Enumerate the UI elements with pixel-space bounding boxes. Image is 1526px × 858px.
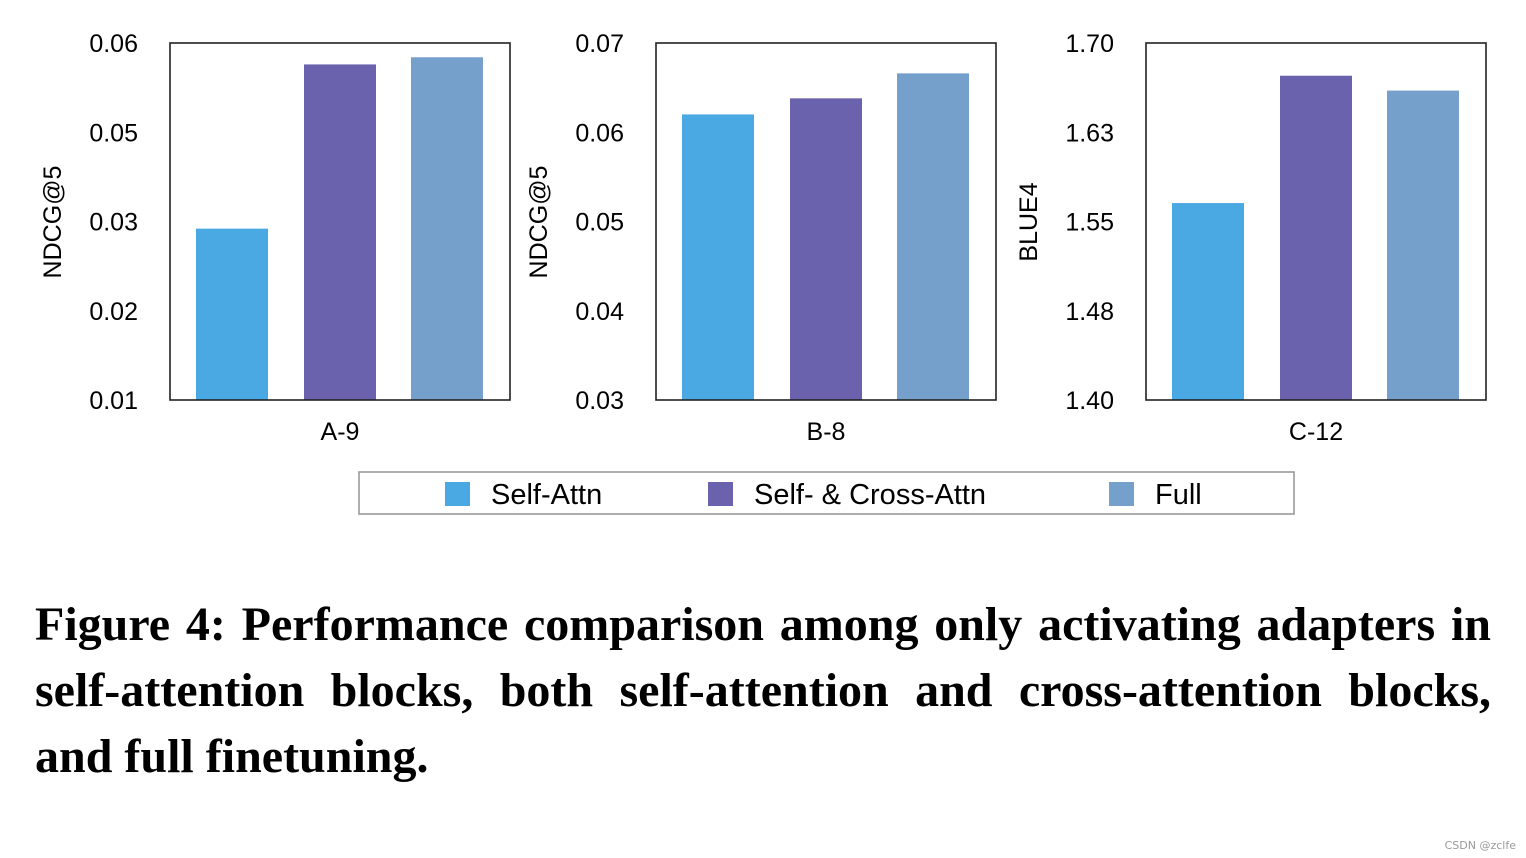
y-tick-label: 1.48 xyxy=(1065,298,1114,326)
bar-c-12-3 xyxy=(1387,90,1459,400)
chart-panel-a-9: 0.01 0.02 0.03 0.05 0.06 NDCG@5 A-9 xyxy=(39,30,511,446)
figure-caption: Figure 4: Performance comparison among o… xyxy=(35,598,1491,783)
legend-swatch-2 xyxy=(708,482,733,506)
y-tick-label: 0.06 xyxy=(89,30,138,58)
legend-label-2: Self- & Cross-Attn xyxy=(754,479,986,511)
legend-swatch-3 xyxy=(1109,482,1134,506)
y-tick-label: 1.55 xyxy=(1065,209,1114,237)
chart-panel-c-12: 1.40 1.48 1.55 1.63 1.70 BLUE4 C-12 xyxy=(1015,30,1487,446)
legend-box xyxy=(358,471,1295,515)
y-tick-label: 0.02 xyxy=(89,298,138,326)
bar-b-8-3 xyxy=(897,73,969,400)
bar-b-8-2 xyxy=(790,98,862,401)
legend-swatch-1 xyxy=(445,482,470,506)
chart-panel-b-8: 0.03 0.04 0.05 0.06 0.07 NDCG@5 B-8 xyxy=(525,30,997,446)
plot-frame xyxy=(169,42,511,401)
bar-a-9-1 xyxy=(196,228,268,400)
watermark-text: CSDN @zclfe xyxy=(1444,839,1516,852)
chart-figure: 0.010.020.030.050.06NDCG@5A-90.030.040.0… xyxy=(39,30,1487,515)
plot-frame xyxy=(1145,42,1487,401)
y-tick-label: 0.04 xyxy=(575,298,624,326)
y-tick-label: 0.03 xyxy=(89,209,138,237)
bar-b-8-1 xyxy=(682,114,754,401)
x-axis-label: C-12 xyxy=(1289,418,1343,446)
legend-label-1: Self-Attn xyxy=(491,479,602,511)
y-tick-label: 0.05 xyxy=(89,119,138,147)
y-tick-label: 1.40 xyxy=(1065,387,1114,415)
y-tick-label: 1.70 xyxy=(1065,30,1114,58)
y-tick-label: 0.03 xyxy=(575,387,624,415)
y-tick-label: 0.07 xyxy=(575,30,624,58)
bar-c-12-1 xyxy=(1172,203,1244,400)
plot-frame xyxy=(655,42,997,401)
x-axis-label: A-9 xyxy=(321,418,360,446)
bar-a-9-2 xyxy=(304,64,376,401)
legend: Self-Attn Self- & Cross-Attn Full xyxy=(358,471,1295,515)
y-axis-label: NDCG@5 xyxy=(39,166,67,279)
bar-c-12-2 xyxy=(1280,75,1352,400)
y-axis-label: BLUE4 xyxy=(1015,182,1043,261)
legend-label-3: Full xyxy=(1155,479,1202,511)
bar-a-9-3 xyxy=(411,57,483,400)
x-axis-label: B-8 xyxy=(807,418,846,446)
y-tick-label: 1.63 xyxy=(1065,119,1114,147)
y-tick-label: 0.01 xyxy=(89,387,138,415)
y-tick-label: 0.05 xyxy=(575,209,624,237)
y-tick-label: 0.06 xyxy=(575,119,624,147)
y-axis-label: NDCG@5 xyxy=(525,166,553,279)
